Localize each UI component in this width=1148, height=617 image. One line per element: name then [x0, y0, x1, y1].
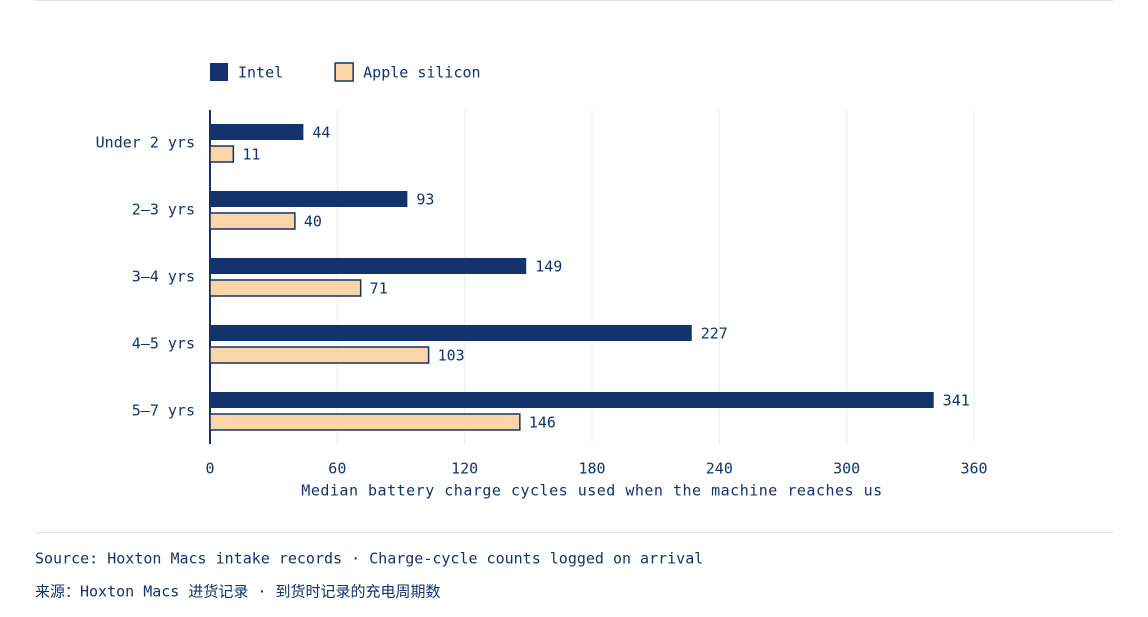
x-tick-label: 240: [706, 460, 733, 478]
value-label: 40: [304, 213, 322, 231]
value-label: 93: [416, 191, 434, 209]
value-label: 227: [701, 325, 728, 343]
value-label: 11: [242, 146, 260, 164]
footnote: Source: Hoxton Macs intake records · Cha…: [35, 550, 703, 568]
legend-label: Apple silicon: [363, 64, 480, 82]
bar: [209, 279, 362, 297]
value-label: 71: [370, 280, 388, 298]
x-tick-label: 0: [205, 460, 214, 478]
y-tick-label: 4–5 yrs: [132, 335, 195, 353]
bar: [210, 191, 408, 207]
x-tick-label: 60: [328, 460, 346, 478]
bar: [209, 346, 430, 364]
bar: [209, 212, 296, 230]
legend-swatch: [210, 63, 228, 81]
bar: [210, 258, 527, 274]
value-label: 103: [438, 347, 465, 365]
bar: [210, 124, 304, 140]
legend-label: Intel: [238, 64, 283, 82]
bar: [210, 392, 934, 408]
x-tick-label: 300: [833, 460, 860, 478]
value-label: 146: [529, 414, 556, 432]
y-tick-label: 5–7 yrs: [132, 402, 195, 420]
y-tick-label: Under 2 yrs: [96, 134, 195, 152]
legend-swatch: [334, 62, 354, 82]
bar: [210, 325, 692, 341]
value-label: 341: [943, 392, 970, 410]
bar: [209, 413, 521, 431]
x-axis-title: Median battery charge cycles used when t…: [301, 482, 882, 500]
x-tick-label: 120: [451, 460, 478, 478]
x-tick-label: 360: [960, 460, 987, 478]
bar: [209, 145, 235, 163]
value-label: 44: [312, 124, 330, 142]
y-tick-label: 2–3 yrs: [132, 201, 195, 219]
footnote: 来源：Hoxton Macs 进货记录 · 到货时记录的充电周期数: [35, 583, 440, 601]
value-label: 149: [535, 258, 562, 276]
y-tick-label: 3–4 yrs: [132, 268, 195, 286]
x-tick-label: 180: [578, 460, 605, 478]
